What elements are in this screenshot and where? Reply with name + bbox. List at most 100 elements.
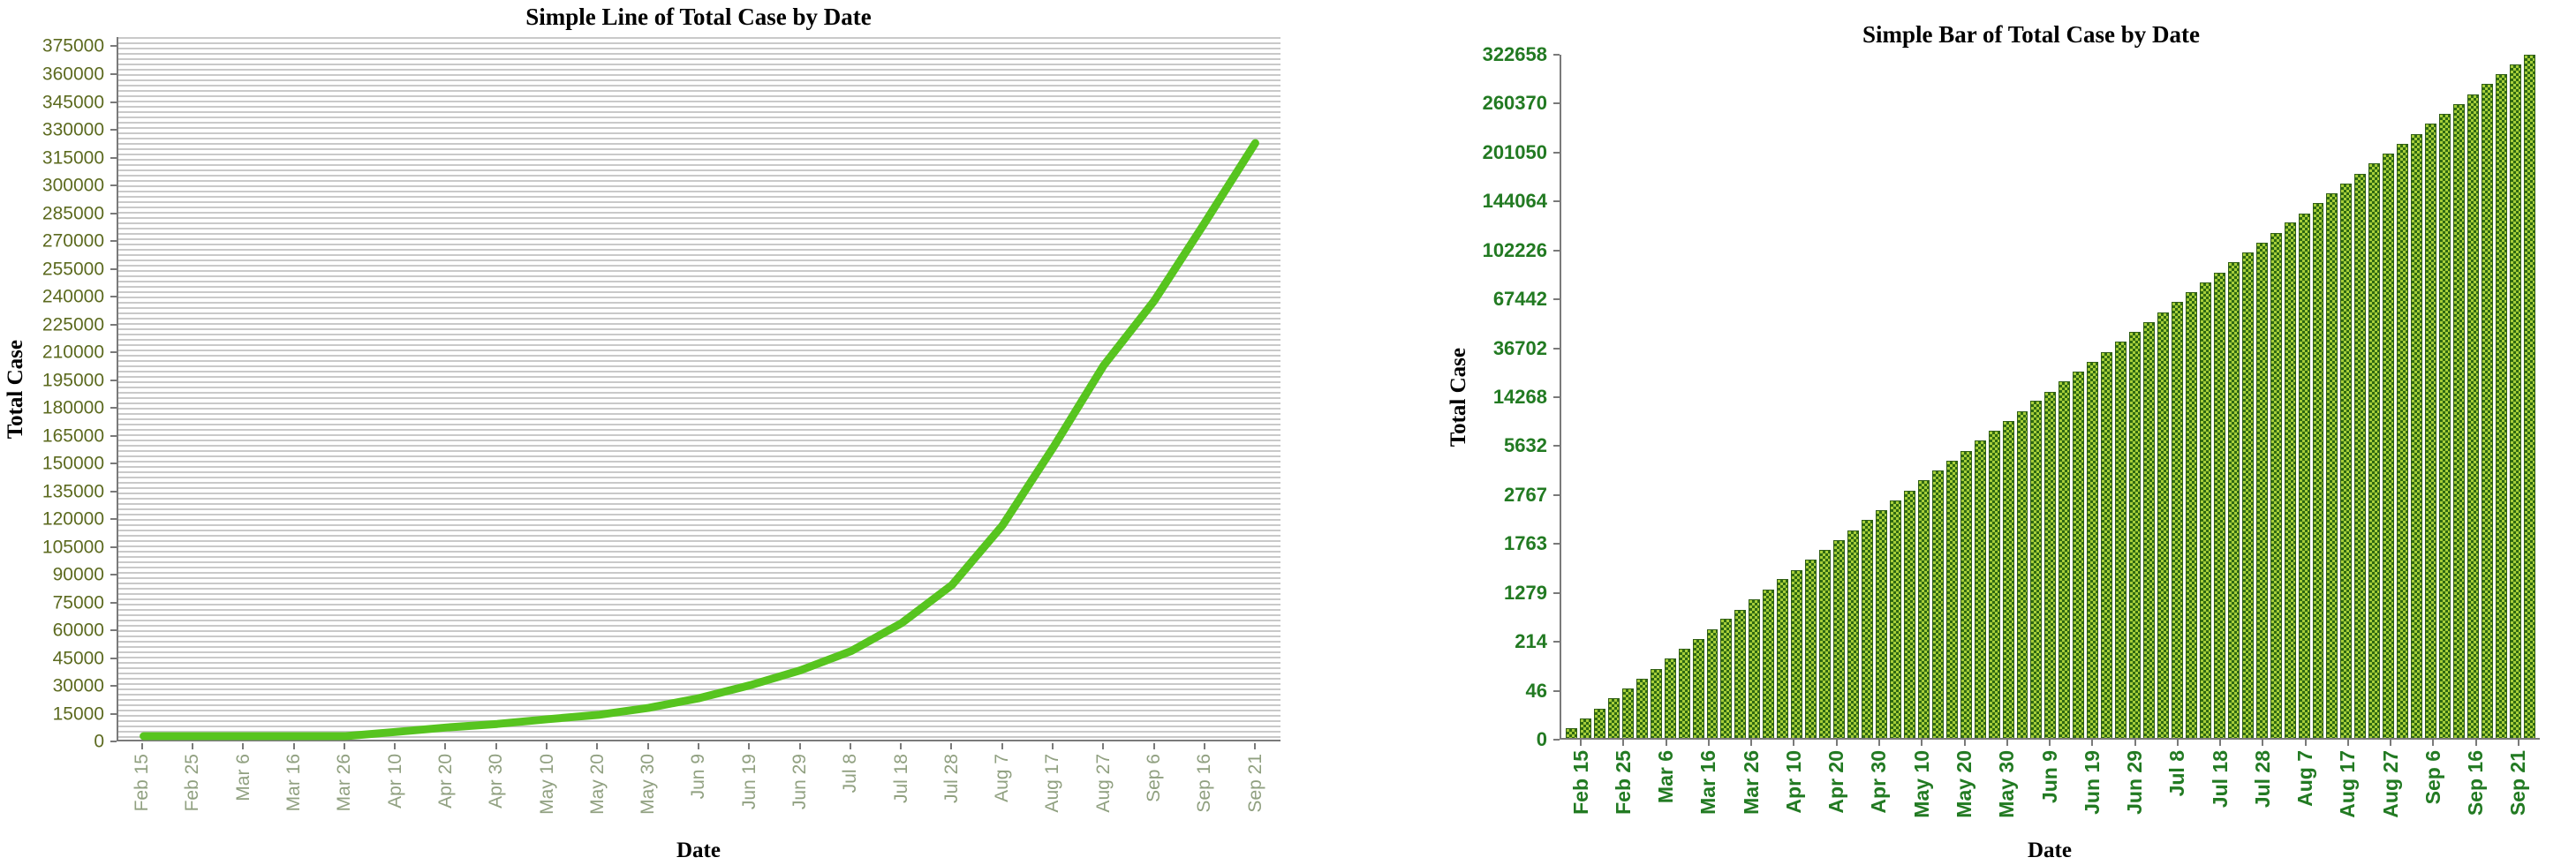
x-tick-label: Apr 10 [384, 754, 405, 809]
x-tick-mark [242, 743, 245, 749]
x-tick: May 10 [1900, 740, 1943, 841]
bar-chart-panel: Simple Bar of Total Case by Date Total C… [1351, 0, 2576, 865]
bar-chart-y-axis-title: Total Case [1443, 55, 1475, 740]
y-tick-mark [110, 240, 117, 242]
x-tick: Feb 25 [167, 743, 217, 836]
total-case-bar [2312, 202, 2324, 738]
y-tick-label: 375000 [42, 35, 104, 56]
total-case-bar [1974, 440, 1986, 738]
y-tick-mark [1553, 739, 1560, 741]
y-tick-mark [110, 545, 117, 548]
total-case-bar [1917, 480, 1930, 738]
y-tick-label: 144064 [1482, 190, 1547, 213]
total-case-bar [2213, 272, 2225, 738]
y-tick-label: 1763 [1504, 532, 1547, 555]
x-tick-label: Jul 8 [2165, 750, 2189, 797]
y-tick-label: 30000 [52, 675, 104, 696]
total-case-bar [2284, 222, 2296, 738]
x-tick-label: Apr 10 [1781, 750, 1805, 814]
total-case-bar [1945, 460, 1958, 738]
y-tick-mark [110, 212, 117, 214]
total-case-bar [2241, 252, 2254, 738]
x-tick-label: Jul 18 [2208, 750, 2232, 809]
y-tick-label: 67442 [1492, 288, 1547, 311]
x-tick-label: Mar 26 [1739, 750, 1763, 815]
total-case-bar [1777, 579, 1789, 738]
x-tick: Aug 17 [1027, 743, 1077, 836]
y-tick-mark [110, 490, 117, 493]
x-tick-label: Sep 16 [2464, 750, 2488, 816]
y-tick-label: 360000 [42, 64, 104, 85]
y-tick-label: 120000 [42, 508, 104, 530]
x-tick-mark [950, 743, 953, 749]
x-tick-mark [2346, 740, 2349, 746]
x-tick: Jun 19 [2071, 740, 2113, 841]
y-tick-label: 60000 [52, 620, 104, 641]
total-case-bar [2059, 380, 2071, 738]
x-tick-mark [2474, 740, 2477, 746]
y-tick-mark [110, 712, 117, 715]
y-tick-label: 300000 [42, 175, 104, 196]
x-tick: Feb 15 [117, 743, 167, 836]
x-tick-label: May 10 [1909, 750, 1933, 818]
x-tick: Jul 18 [875, 743, 925, 836]
x-tick-mark [798, 743, 801, 749]
x-tick-label: Mar 26 [334, 754, 355, 812]
x-tick-label: Jun 19 [2080, 750, 2104, 815]
x-tick: Feb 15 [1560, 740, 1602, 841]
y-tick-mark [110, 323, 117, 326]
x-tick: Jul 8 [2157, 740, 2199, 841]
total-case-bar [1833, 539, 1846, 738]
x-tick-mark [2432, 740, 2435, 746]
total-case-bar [2157, 312, 2169, 738]
total-case-bar [1875, 510, 1887, 738]
total-case-bar [2143, 321, 2156, 738]
y-tick-mark [110, 379, 117, 381]
x-tick-mark [1963, 740, 1966, 746]
y-tick-label: 1279 [1504, 581, 1547, 604]
x-tick-mark [1707, 740, 1710, 746]
x-tick: Jul 28 [2241, 740, 2284, 841]
x-tick-mark [748, 743, 751, 749]
x-tick: Apr 20 [420, 743, 471, 836]
total-case-bar [2044, 391, 2057, 738]
y-tick-label: 240000 [42, 286, 104, 307]
y-tick-mark [110, 657, 117, 659]
x-tick-label: Jun 9 [688, 754, 709, 800]
total-case-bar [2354, 173, 2367, 738]
total-case-bar [2255, 242, 2268, 738]
y-tick-label: 225000 [42, 314, 104, 335]
x-tick: Aug 27 [2369, 740, 2412, 841]
total-case-bar [2439, 114, 2451, 738]
y-tick-mark [110, 351, 117, 353]
total-case-bar [1903, 490, 1915, 738]
x-tick-label: Apr 20 [1824, 750, 1848, 814]
total-case-bar [2368, 163, 2381, 738]
x-tick: Sep 6 [2412, 740, 2454, 841]
x-tick: Jun 9 [2028, 740, 2071, 841]
x-tick-mark [495, 743, 497, 749]
x-tick-mark [596, 743, 599, 749]
y-tick-label: 330000 [42, 119, 104, 140]
y-tick-mark [110, 73, 117, 75]
y-tick-label: 345000 [42, 92, 104, 112]
x-tick-label: Mar 16 [283, 754, 305, 812]
x-tick: Feb 25 [1602, 740, 1644, 841]
bar-chart-title: Simple Bar of Total Case by Date [1862, 21, 2201, 48]
x-tick-label: Apr 30 [486, 754, 507, 809]
y-tick-mark [110, 45, 117, 48]
y-tick-label: 255000 [42, 259, 104, 279]
x-tick: Mar 16 [268, 743, 319, 836]
total-case-bar [1960, 450, 1972, 738]
y-tick-label: 2767 [1504, 483, 1547, 506]
x-tick-label: Feb 15 [132, 754, 153, 812]
y-tick-mark [110, 407, 117, 409]
total-case-bar [2523, 55, 2535, 738]
line-series-svg [140, 139, 1259, 741]
x-tick: Jun 29 [2113, 740, 2156, 841]
y-tick-label: 0 [1536, 728, 1547, 750]
x-tick-mark [191, 743, 193, 749]
x-tick-mark [1254, 743, 1257, 749]
x-tick-label: Sep 6 [1144, 754, 1165, 802]
y-tick-label: 90000 [52, 564, 104, 585]
